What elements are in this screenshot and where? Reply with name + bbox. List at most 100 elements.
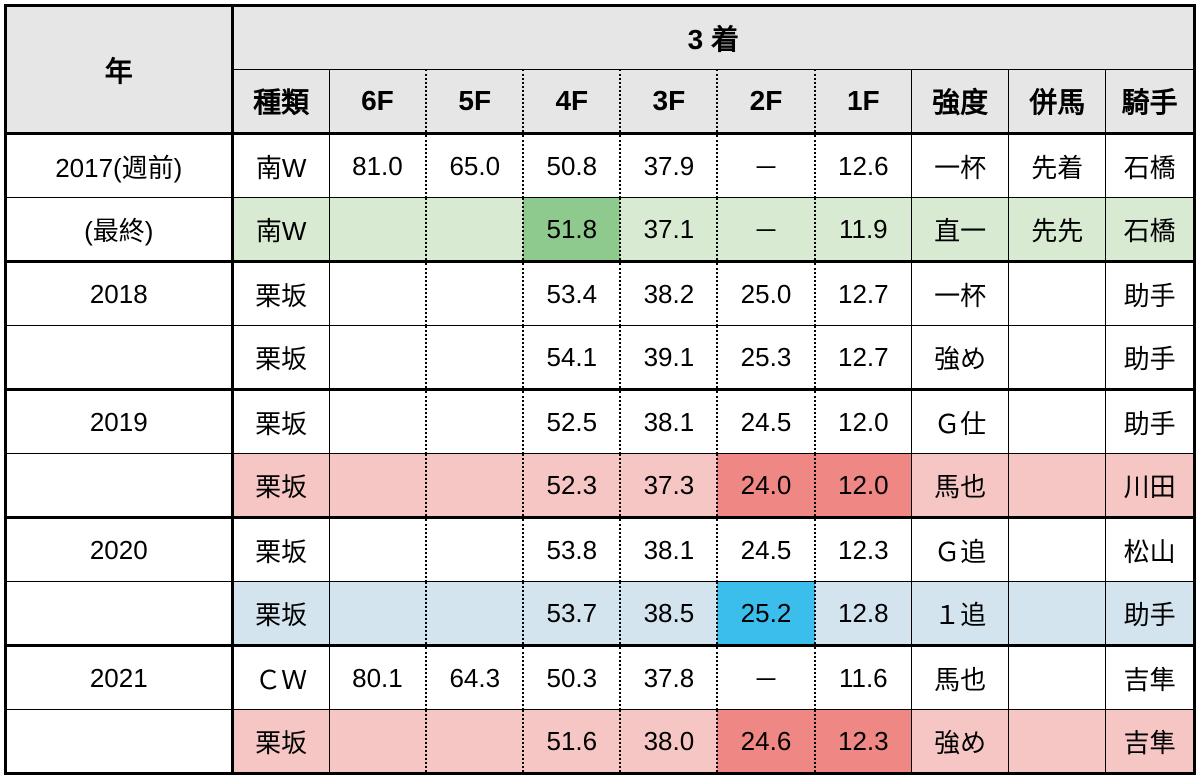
cell: 南W bbox=[232, 134, 329, 198]
cell: － bbox=[717, 134, 814, 198]
cell bbox=[329, 390, 426, 454]
year-cell: 2020 bbox=[6, 518, 233, 582]
cell: 栗坂 bbox=[232, 454, 329, 518]
cell: 24.0 bbox=[717, 454, 814, 518]
cell bbox=[1009, 710, 1106, 774]
cell: 助手 bbox=[1106, 326, 1195, 390]
cell: 一杯 bbox=[912, 262, 1009, 326]
cell: 先先 bbox=[1009, 198, 1106, 262]
cell: 強め bbox=[912, 710, 1009, 774]
col-強度: 強度 bbox=[912, 70, 1009, 134]
cell: － bbox=[717, 198, 814, 262]
cell: 12.7 bbox=[815, 326, 912, 390]
cell: 25.2 bbox=[717, 582, 814, 646]
year-cell bbox=[6, 326, 233, 390]
cell: 栗坂 bbox=[232, 582, 329, 646]
cell: 直一 bbox=[912, 198, 1009, 262]
cell bbox=[426, 710, 523, 774]
col-3F: 3F bbox=[620, 70, 717, 134]
cell: 64.3 bbox=[426, 646, 523, 710]
cell: 12.7 bbox=[815, 262, 912, 326]
cell: 65.0 bbox=[426, 134, 523, 198]
cell bbox=[426, 262, 523, 326]
cell: 51.8 bbox=[523, 198, 620, 262]
cell: 81.0 bbox=[329, 134, 426, 198]
cell: 25.3 bbox=[717, 326, 814, 390]
cell: 南W bbox=[232, 198, 329, 262]
cell: 11.9 bbox=[815, 198, 912, 262]
cell: 11.6 bbox=[815, 646, 912, 710]
cell: 助手 bbox=[1106, 262, 1195, 326]
col-併馬: 併馬 bbox=[1009, 70, 1106, 134]
cell bbox=[426, 582, 523, 646]
cell: 栗坂 bbox=[232, 518, 329, 582]
col-種類: 種類 bbox=[232, 70, 329, 134]
year-cell bbox=[6, 710, 233, 774]
cell: 39.1 bbox=[620, 326, 717, 390]
cell: 川田 bbox=[1106, 454, 1195, 518]
col-year: 年 bbox=[6, 6, 233, 134]
cell bbox=[426, 390, 523, 454]
year-cell: 2019 bbox=[6, 390, 233, 454]
cell: 栗坂 bbox=[232, 390, 329, 454]
cell bbox=[329, 262, 426, 326]
cell bbox=[1009, 390, 1106, 454]
cell: 38.1 bbox=[620, 518, 717, 582]
cell: 一杯 bbox=[912, 134, 1009, 198]
cell bbox=[329, 582, 426, 646]
cell: 馬也 bbox=[912, 454, 1009, 518]
cell bbox=[329, 326, 426, 390]
cell: 栗坂 bbox=[232, 262, 329, 326]
cell: 吉隼 bbox=[1106, 710, 1195, 774]
cell bbox=[426, 326, 523, 390]
cell: 12.0 bbox=[815, 454, 912, 518]
year-cell: (最終) bbox=[6, 198, 233, 262]
cell bbox=[1009, 518, 1106, 582]
cell: 24.6 bbox=[717, 710, 814, 774]
cell: Ｇ仕 bbox=[912, 390, 1009, 454]
cell: 12.3 bbox=[815, 710, 912, 774]
cell: 37.8 bbox=[620, 646, 717, 710]
col-group: 3 着 bbox=[232, 6, 1194, 70]
cell: 松山 bbox=[1106, 518, 1195, 582]
cell: 53.4 bbox=[523, 262, 620, 326]
cell: 52.3 bbox=[523, 454, 620, 518]
cell bbox=[329, 518, 426, 582]
col-5F: 5F bbox=[426, 70, 523, 134]
cell: １追 bbox=[912, 582, 1009, 646]
cell: 12.0 bbox=[815, 390, 912, 454]
cell: 石橋 bbox=[1106, 134, 1195, 198]
cell: 37.9 bbox=[620, 134, 717, 198]
cell: 54.1 bbox=[523, 326, 620, 390]
cell: 80.1 bbox=[329, 646, 426, 710]
cell: 53.8 bbox=[523, 518, 620, 582]
cell bbox=[329, 710, 426, 774]
cell: 12.6 bbox=[815, 134, 912, 198]
cell bbox=[329, 198, 426, 262]
col-6F: 6F bbox=[329, 70, 426, 134]
cell: 52.5 bbox=[523, 390, 620, 454]
training-table: 年 3 着 種類6F5F4F3F2F1F強度併馬騎手 2017(週前)南W81.… bbox=[4, 4, 1196, 775]
cell bbox=[426, 454, 523, 518]
cell: 助手 bbox=[1106, 582, 1195, 646]
cell: 24.5 bbox=[717, 390, 814, 454]
year-cell: 2017(週前) bbox=[6, 134, 233, 198]
cell bbox=[329, 454, 426, 518]
col-4F: 4F bbox=[523, 70, 620, 134]
cell: Ｇ追 bbox=[912, 518, 1009, 582]
cell: 38.0 bbox=[620, 710, 717, 774]
cell: 強め bbox=[912, 326, 1009, 390]
col-1F: 1F bbox=[815, 70, 912, 134]
cell: 38.1 bbox=[620, 390, 717, 454]
col-2F: 2F bbox=[717, 70, 814, 134]
col-騎手: 騎手 bbox=[1106, 70, 1195, 134]
cell: 12.8 bbox=[815, 582, 912, 646]
cell: 石橋 bbox=[1106, 198, 1195, 262]
cell: 吉隼 bbox=[1106, 646, 1195, 710]
cell: 37.3 bbox=[620, 454, 717, 518]
cell: 12.3 bbox=[815, 518, 912, 582]
cell bbox=[1009, 262, 1106, 326]
cell bbox=[1009, 582, 1106, 646]
cell: 37.1 bbox=[620, 198, 717, 262]
year-cell: 2018 bbox=[6, 262, 233, 326]
